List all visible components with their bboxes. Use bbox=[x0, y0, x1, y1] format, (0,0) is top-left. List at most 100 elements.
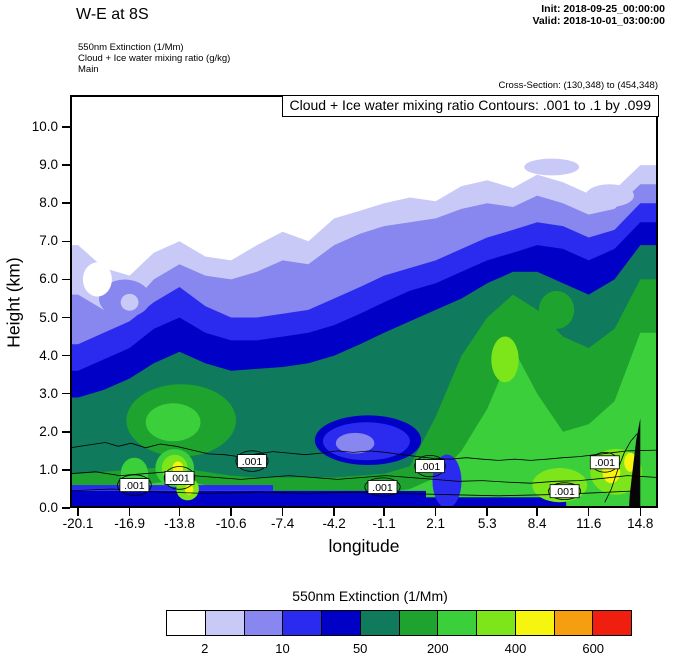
x-tick-label: -4.2 bbox=[322, 516, 346, 531]
x-tick-mark bbox=[536, 508, 538, 516]
y-tick-label: 4.0 bbox=[39, 347, 58, 363]
x-tick-label: 11.6 bbox=[576, 516, 602, 531]
x-tick-mark bbox=[486, 508, 488, 516]
y-tick-mark bbox=[62, 316, 70, 319]
x-tick-mark bbox=[128, 508, 131, 516]
x-tick-mark bbox=[639, 508, 642, 516]
x-tick-label: 5.3 bbox=[477, 516, 497, 531]
plot-title: W-E at 8S bbox=[76, 6, 149, 23]
field-mixing-ratio-label: Cloud + Ice water mixing ratio (g/kg) bbox=[78, 53, 231, 64]
y-tick-mark bbox=[62, 507, 70, 509]
x-tick-label: -20.1 bbox=[62, 516, 94, 531]
legend-scale: 2 10 50 200 400 600 bbox=[166, 641, 632, 657]
field-list: 550nm Extinction (1/Mm) Cloud + Ice wate… bbox=[78, 42, 230, 75]
y-tick-label: 10.0 bbox=[31, 119, 58, 134]
y-tick-mark bbox=[62, 354, 70, 357]
mixing-ratio-contour bbox=[70, 442, 658, 461]
contour-label-box bbox=[415, 459, 445, 474]
field-blob bbox=[185, 484, 194, 495]
x-tick-label: 2.1 bbox=[426, 516, 446, 531]
legend-swatch bbox=[515, 610, 555, 636]
mixing-ratio-contour bbox=[70, 488, 636, 497]
y-tick-mark bbox=[62, 240, 70, 243]
legend-title: 550nm Extinction (1/Mm) bbox=[292, 588, 448, 604]
contour-label: .001 bbox=[595, 457, 616, 469]
contour-label-box bbox=[164, 470, 195, 485]
legend-boundary-label: 2 bbox=[201, 641, 209, 656]
x-tick-mark bbox=[434, 508, 437, 516]
contour-label: .001 bbox=[554, 486, 575, 498]
x-tick-mark bbox=[587, 508, 590, 516]
field-blob bbox=[120, 293, 139, 311]
x-tick-label: -1.1 bbox=[372, 516, 396, 531]
legend-swatch bbox=[360, 610, 400, 636]
contour-label-box bbox=[119, 478, 150, 493]
y-tick-label: 9.0 bbox=[39, 157, 58, 173]
legend-swatch bbox=[205, 610, 245, 636]
legend-swatch bbox=[283, 610, 322, 636]
y-tick-mark bbox=[62, 126, 70, 128]
legend-boundary-label: 200 bbox=[426, 641, 449, 656]
y-tick-mark bbox=[62, 278, 70, 281]
legend-boundary-label: 50 bbox=[352, 641, 368, 656]
x-axis-title: longitude bbox=[328, 536, 400, 556]
legend-swatch bbox=[166, 610, 206, 636]
field-blob bbox=[585, 184, 634, 207]
field-blob bbox=[82, 262, 112, 297]
contour-label-box bbox=[367, 480, 398, 494]
y-tick-label: 1.0 bbox=[39, 461, 58, 477]
legend-boundary-label: 600 bbox=[582, 641, 605, 656]
contour-label-box bbox=[237, 454, 267, 469]
x-tick-mark bbox=[230, 508, 232, 516]
legend-boundary-label: 10 bbox=[275, 641, 290, 656]
x-tick-label: 14.8 bbox=[627, 516, 654, 531]
contour-note: Cloud + Ice water mixing ratio Contours:… bbox=[281, 95, 659, 117]
legend-colorbar bbox=[166, 610, 632, 636]
field-domain-label: Main bbox=[78, 64, 99, 75]
init-time: Init: 2018-09-25_00:00:00 bbox=[541, 3, 665, 15]
mixing-ratio-contour-loop bbox=[414, 454, 446, 478]
y-tick-label: 3.0 bbox=[39, 385, 58, 401]
y-axis-title: Height (km) bbox=[3, 257, 24, 348]
x-tick-label: 8.4 bbox=[527, 516, 547, 531]
y-tick-label: 6.0 bbox=[39, 271, 58, 287]
field-blob bbox=[524, 158, 580, 176]
legend-swatch bbox=[477, 610, 516, 636]
contour-label: .001 bbox=[372, 482, 393, 494]
legend-swatch bbox=[399, 610, 439, 636]
mixing-ratio-contour-loop bbox=[548, 482, 582, 501]
terrain bbox=[629, 418, 641, 508]
legend-swatch bbox=[322, 610, 361, 636]
cross-section-label: Cross-Section: (130,348) to (454,348) bbox=[498, 80, 658, 91]
x-tick-label: -7.4 bbox=[271, 516, 295, 531]
surface-strip bbox=[70, 490, 426, 508]
contour-plot: .001 .001 .001 .001 .001 .001 .001 bbox=[70, 95, 658, 508]
mixing-ratio-contour-loop bbox=[117, 474, 152, 496]
contour-label: .001 bbox=[242, 456, 263, 468]
x-tick-mark bbox=[178, 508, 181, 516]
legend-swatch bbox=[593, 610, 632, 636]
y-tick-label: 2.0 bbox=[39, 423, 58, 439]
mixing-ratio-contour-loop bbox=[364, 477, 401, 497]
legend-boundary-label: 400 bbox=[504, 641, 527, 656]
contour-label-box bbox=[589, 455, 620, 470]
x-tick-label: -16.9 bbox=[114, 516, 145, 531]
field-extinction-label: 550nm Extinction (1/Mm) bbox=[78, 42, 184, 53]
surface-strip bbox=[426, 497, 567, 508]
y-tick-mark bbox=[62, 469, 70, 471]
contour-label: .001 bbox=[124, 480, 145, 492]
y-tick-mark bbox=[62, 431, 70, 433]
x-tick-label: -13.8 bbox=[164, 516, 195, 531]
y-tick-mark bbox=[62, 164, 70, 166]
x-tick-mark bbox=[77, 508, 79, 516]
valid-time: Valid: 2018-10-01_03:00:00 bbox=[532, 14, 665, 27]
field-blob bbox=[538, 290, 575, 329]
field-blob bbox=[335, 432, 375, 454]
x-tick-mark bbox=[383, 508, 385, 516]
y-tick-label: 0.0 bbox=[39, 500, 58, 515]
x-tick-mark bbox=[281, 508, 284, 516]
field-blob bbox=[491, 336, 519, 383]
legend-swatch bbox=[244, 610, 284, 636]
field-blob bbox=[145, 403, 201, 442]
